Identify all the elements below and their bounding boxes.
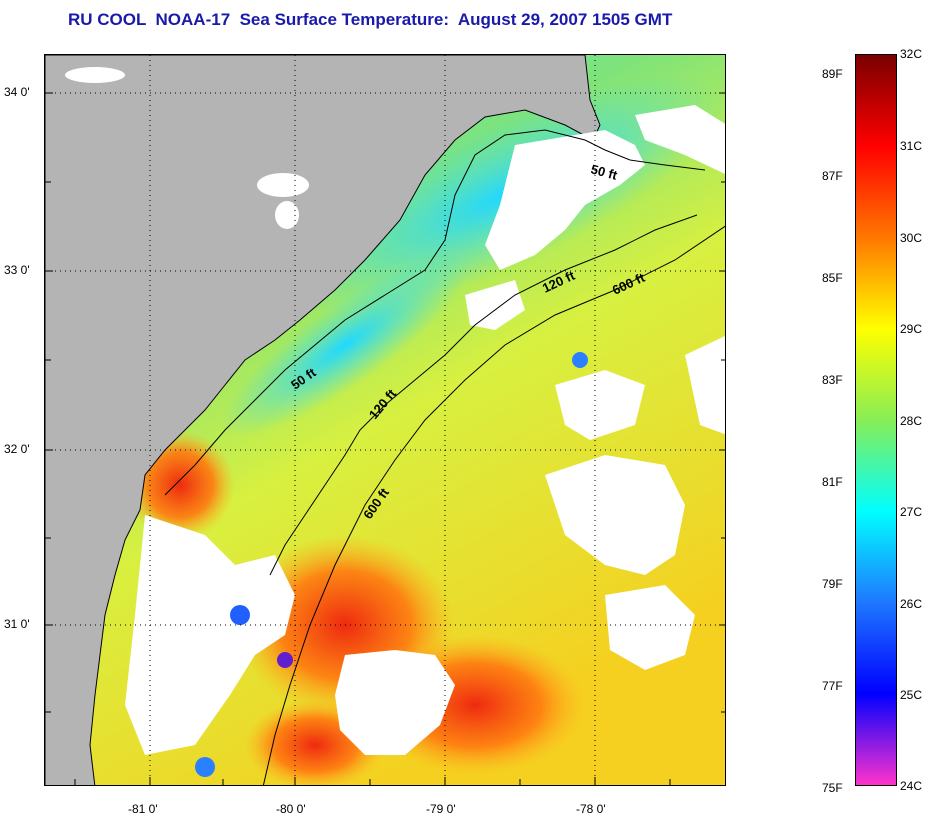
cloud-patch xyxy=(65,67,125,83)
colorbar-c-label: 30C xyxy=(900,231,923,245)
cloud-patch xyxy=(555,370,645,440)
cloud-patch xyxy=(125,515,295,755)
cool-water-region xyxy=(220,252,470,438)
cloud-patch xyxy=(485,130,645,270)
page-title: RU COOL NOAA-17 Sea Surface Temperature:… xyxy=(68,10,673,29)
colorbar-f-label: 87F xyxy=(822,169,843,183)
colorbar-c-label: 32C xyxy=(900,47,923,61)
lon-label: -80 0' xyxy=(276,802,306,816)
color-scale-bar xyxy=(855,54,897,786)
depth-label-50ft: 50 ft xyxy=(589,161,619,183)
cool-water-spot xyxy=(572,352,588,368)
colorbar-f-label: 79F xyxy=(822,577,843,591)
cloud-patch xyxy=(685,335,725,435)
cloud-patch xyxy=(465,280,525,330)
axis-ticks xyxy=(45,92,725,785)
colorbar-f-label: 89F xyxy=(822,67,843,81)
colorbar-c-label: 27C xyxy=(900,505,923,519)
cool-water-spot xyxy=(277,652,293,668)
colorbar-c-label: 28C xyxy=(900,414,923,428)
sst-map: 50 ft 50 ft 120 ft 120 ft 600 ft 600 ft xyxy=(44,54,726,786)
colorbar-c-label: 31C xyxy=(900,139,923,153)
graticule xyxy=(45,55,725,785)
cloud-patch xyxy=(635,105,725,175)
colorbar-f-label: 85F xyxy=(822,271,843,285)
cool-water-spot xyxy=(230,605,250,625)
cloud-patch xyxy=(257,173,309,197)
colorbar-c-label: 25C xyxy=(900,688,923,702)
colorbar-c-label: 29C xyxy=(900,322,923,336)
cloud-patch xyxy=(605,585,695,670)
depth-contour-600ft xyxy=(262,225,725,785)
lon-label: -79 0' xyxy=(426,802,456,816)
cloud-patch xyxy=(545,455,685,575)
colorbar-c-label: 24C xyxy=(900,779,923,793)
colorbar-f-label: 77F xyxy=(822,679,843,693)
colorbar-c-label: 26C xyxy=(900,597,923,611)
lat-label: 32 0' xyxy=(4,442,30,456)
cloud-patch xyxy=(275,201,299,229)
colorbar-f-label: 75F xyxy=(822,781,843,795)
lon-label: -81 0' xyxy=(128,802,158,816)
cloud-patch xyxy=(335,650,455,755)
lat-label: 34 0' xyxy=(4,85,30,99)
colorbar-f-label: 83F xyxy=(822,373,843,387)
cool-water-spot xyxy=(195,757,215,777)
depth-contour-120ft xyxy=(269,214,698,576)
colorbar-f-label: 81F xyxy=(822,475,843,489)
lon-label: -78 0' xyxy=(576,802,606,816)
lat-label: 33 0' xyxy=(4,263,30,277)
lat-label: 31 0' xyxy=(4,617,30,631)
land-area xyxy=(45,55,601,785)
